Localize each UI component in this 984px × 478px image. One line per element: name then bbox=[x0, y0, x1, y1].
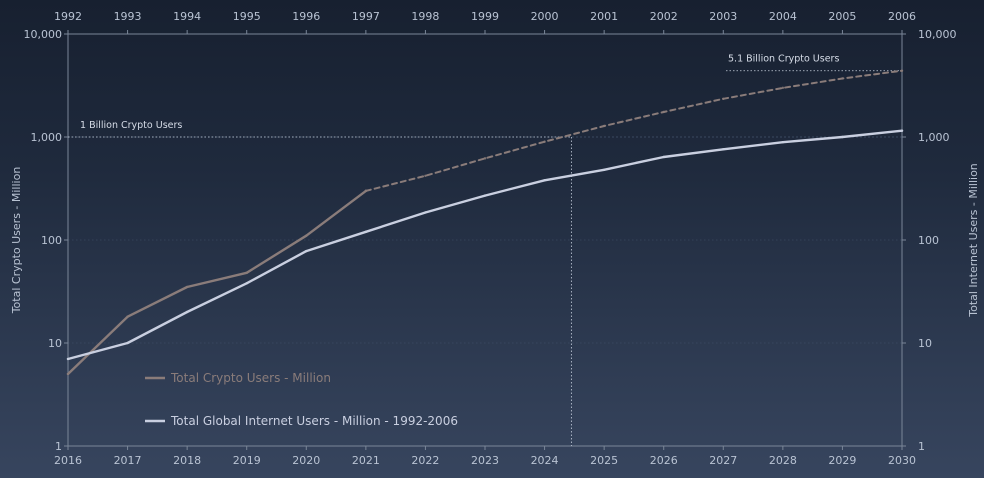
y-tick-label-right: 100 bbox=[918, 234, 939, 247]
internet-users-line bbox=[66, 129, 904, 361]
internet-users-point bbox=[722, 148, 725, 151]
internet-users-point bbox=[126, 341, 129, 345]
x-tick-label-bottom: 2024 bbox=[531, 454, 559, 467]
crypto-users-point bbox=[66, 372, 70, 376]
crypto-users-point bbox=[722, 97, 725, 100]
internet-users-point bbox=[781, 141, 785, 144]
internet-users-point bbox=[66, 357, 70, 361]
internet-users-point bbox=[841, 135, 844, 139]
x-tick-label-bottom: 2026 bbox=[650, 454, 678, 467]
x-tick-label-bottom: 2025 bbox=[590, 454, 618, 467]
internet-users-point bbox=[245, 282, 248, 285]
crypto-users-point bbox=[424, 174, 427, 178]
y-tick-label-left: 1 bbox=[55, 440, 62, 453]
crypto-users-point bbox=[841, 77, 844, 80]
crypto-users-point bbox=[781, 86, 785, 90]
x-tick-label-top: 2004 bbox=[769, 10, 797, 23]
x-tick-label-bottom: 2021 bbox=[352, 454, 380, 467]
x-tick-label-bottom: 2020 bbox=[292, 454, 320, 467]
crypto-users-point bbox=[126, 315, 129, 318]
crypto-users-point bbox=[305, 234, 308, 237]
crypto-users-point bbox=[543, 140, 546, 143]
internet-users-point bbox=[424, 211, 427, 214]
x-tick-label-bottom: 2029 bbox=[828, 454, 856, 467]
internet-users-point bbox=[602, 168, 606, 172]
x-tick-label-top: 2006 bbox=[888, 10, 916, 23]
x-tick-label-top: 1994 bbox=[173, 10, 201, 23]
y-tick-label-right: 1,000 bbox=[918, 131, 950, 144]
legend-label: Total Crypto Users - Million bbox=[170, 371, 331, 385]
internet-users-point bbox=[483, 194, 487, 197]
x-tick-label-top: 1992 bbox=[54, 10, 82, 23]
crypto-users-point bbox=[364, 189, 368, 193]
crypto-users-point bbox=[662, 110, 665, 114]
x-tick-label-bottom: 2018 bbox=[173, 454, 201, 467]
internet-users-point bbox=[364, 230, 368, 234]
right-axis-title: Total Internet Users - Million bbox=[967, 163, 980, 318]
y-tick-label-left: 10,000 bbox=[24, 28, 63, 41]
y-tick-label-right: 1 bbox=[918, 440, 925, 453]
x-tick-label-top: 2003 bbox=[709, 10, 737, 23]
left-axis-title: Total Crypto Users - Million bbox=[10, 167, 23, 315]
x-tick-label-top: 1993 bbox=[114, 10, 142, 23]
x-tick-label-top: 1997 bbox=[352, 10, 380, 23]
internet-users-point bbox=[185, 310, 189, 314]
x-tick-label-bottom: 2019 bbox=[233, 454, 261, 467]
crypto-users-line bbox=[66, 189, 368, 376]
y-tick-label-left: 10 bbox=[48, 337, 62, 350]
crypto-users-point bbox=[602, 124, 606, 128]
x-tick-label-top: 1999 bbox=[471, 10, 499, 23]
x-tick-label-bottom: 2028 bbox=[769, 454, 797, 467]
annotation-5-billion: 5.1 Billion Crypto Users bbox=[728, 54, 839, 65]
x-tick-label-bottom: 2030 bbox=[888, 454, 916, 467]
x-tick-label-top: 1996 bbox=[292, 10, 320, 23]
annotation-1-billion: 1 Billion Crypto Users bbox=[80, 120, 182, 131]
x-tick-label-top: 2002 bbox=[650, 10, 678, 23]
internet-users-point bbox=[900, 129, 904, 132]
x-tick-label-bottom: 2016 bbox=[54, 454, 82, 467]
y-tick-label-right: 10,000 bbox=[918, 28, 957, 41]
x-tick-label-top: 1995 bbox=[233, 10, 261, 23]
x-tick-label-bottom: 2017 bbox=[114, 454, 142, 467]
x-tick-label-top: 2001 bbox=[590, 10, 618, 23]
crypto-users-point bbox=[900, 69, 904, 72]
legend-label: Total Global Internet Users - Million - … bbox=[170, 414, 458, 428]
internet-users-point bbox=[543, 179, 546, 182]
x-tick-label-top: 1998 bbox=[411, 10, 439, 23]
x-tick-label-bottom: 2023 bbox=[471, 454, 499, 467]
crypto-users-point bbox=[483, 157, 487, 160]
crypto-users-point bbox=[245, 271, 248, 275]
internet-users-point bbox=[305, 249, 308, 253]
y-tick-label-left: 100 bbox=[41, 234, 62, 247]
x-tick-label-top: 2005 bbox=[828, 10, 856, 23]
crypto-users-projection-line bbox=[364, 69, 903, 192]
x-tick-label-top: 2000 bbox=[531, 10, 559, 23]
internet-users-point bbox=[662, 155, 665, 159]
x-tick-label-bottom: 2027 bbox=[709, 454, 737, 467]
x-tick-label-bottom: 2022 bbox=[411, 454, 439, 467]
crypto-users-point bbox=[185, 285, 189, 289]
y-tick-label-left: 1,000 bbox=[31, 131, 63, 144]
y-tick-label-right: 10 bbox=[918, 337, 932, 350]
